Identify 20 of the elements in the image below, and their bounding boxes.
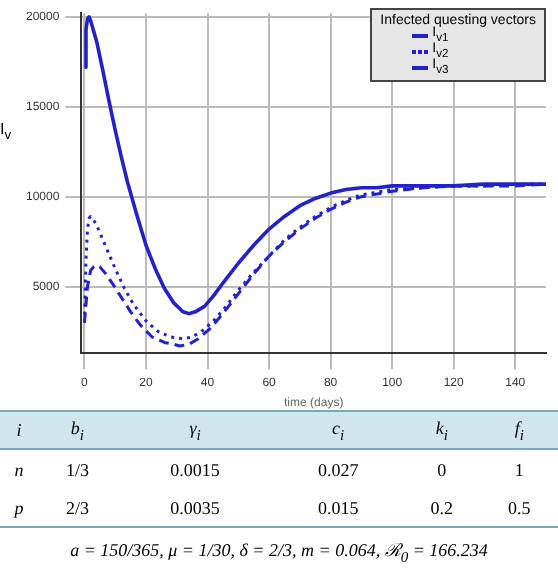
text: 0.2 [403,488,481,527]
y-axis-title: I$_{v}$ [0,120,12,144]
text: 2/3 [37,488,117,527]
text: 0.015 [273,488,404,527]
text: p [0,488,38,527]
text: n [12,457,26,483]
text: a = 150/365, μ = 1/30, δ = 2/3, m = 0.064, ℛ$_{0}$ = 166.234 [68,538,490,566]
text: 0.0035 [116,488,274,527]
text: 1 [512,457,526,483]
text: b$_{i}$ [37,411,117,449]
text: 0.5 [480,488,558,527]
text: 0 [435,457,449,483]
text: k$_{i}$ [403,411,481,449]
text: c$_{i}$ [273,411,404,449]
text: γ$_{i}$ [116,411,274,449]
text: 0.027 [315,457,361,483]
text: i [0,411,38,449]
text: f$_{i}$ [480,411,558,449]
text: 1/3 [63,457,91,483]
text: 0.0015 [168,457,222,483]
